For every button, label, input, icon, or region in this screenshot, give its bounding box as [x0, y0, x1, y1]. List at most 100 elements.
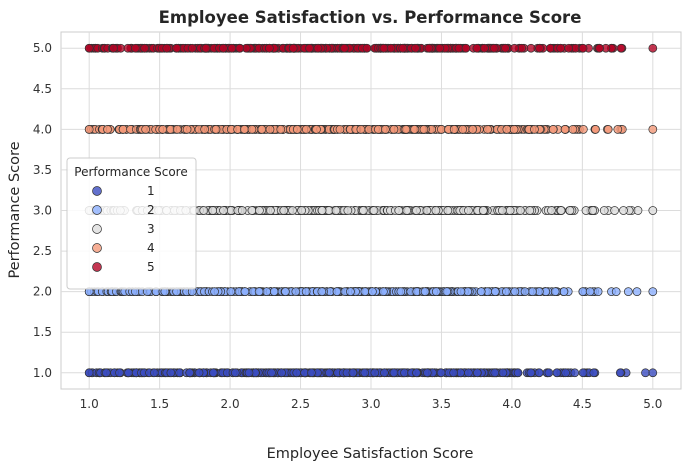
data-point	[435, 43, 445, 53]
y-axis-label: Performance Score	[7, 141, 23, 278]
x-tick-label: 2.5	[291, 397, 310, 411]
data-point	[227, 43, 237, 53]
data-point	[185, 368, 194, 378]
data-point	[335, 125, 345, 134]
data-point	[219, 206, 228, 215]
data-point	[340, 43, 349, 53]
data-point	[478, 206, 488, 215]
data-point	[410, 125, 419, 134]
legend-label: 1	[147, 184, 155, 198]
data-point	[420, 287, 430, 296]
data-point	[560, 125, 570, 134]
data-point	[599, 206, 609, 215]
data-point	[265, 125, 275, 134]
data-point	[172, 125, 182, 134]
data-point	[525, 206, 535, 215]
data-point	[490, 287, 500, 296]
data-point	[472, 368, 482, 378]
data-point	[476, 287, 486, 296]
data-point	[424, 43, 434, 53]
data-point	[208, 368, 218, 378]
data-point	[244, 368, 254, 378]
data-point	[301, 125, 311, 134]
data-point	[380, 368, 389, 378]
data-point	[422, 206, 432, 215]
data-point	[431, 206, 441, 215]
data-point	[84, 125, 94, 134]
data-point	[579, 125, 588, 134]
data-point	[288, 206, 297, 215]
data-point	[115, 368, 124, 378]
data-point	[411, 43, 420, 53]
data-point	[535, 43, 544, 53]
data-point	[412, 206, 421, 215]
data-point	[632, 287, 642, 296]
data-point	[530, 125, 539, 134]
data-point	[464, 368, 473, 378]
data-point	[219, 43, 228, 53]
data-point	[101, 368, 111, 378]
data-point	[199, 206, 209, 215]
data-point	[362, 43, 372, 53]
data-point	[158, 125, 168, 134]
legend-marker	[92, 243, 102, 253]
data-point	[593, 287, 603, 296]
data-point	[166, 368, 176, 378]
data-point	[124, 368, 133, 378]
data-point	[501, 287, 511, 296]
data-point	[226, 287, 236, 296]
data-point	[556, 206, 566, 215]
data-point	[379, 43, 389, 53]
data-point	[578, 287, 588, 296]
data-point	[578, 43, 588, 53]
data-point	[130, 43, 140, 53]
data-point	[332, 287, 342, 296]
data-point	[526, 43, 536, 53]
data-point	[611, 287, 621, 296]
data-point	[498, 368, 508, 378]
data-point	[610, 206, 619, 215]
data-point	[516, 206, 525, 215]
chart-title: Employee Satisfaction vs. Performance Sc…	[159, 8, 582, 27]
data-point	[570, 368, 580, 378]
data-point	[603, 125, 613, 134]
data-point	[182, 125, 192, 134]
data-point	[84, 43, 94, 53]
data-point	[292, 368, 302, 378]
data-point	[623, 287, 633, 296]
y-tick-label: 4.5	[33, 82, 52, 96]
y-tick-label: 1.0	[33, 366, 52, 380]
data-point	[648, 287, 658, 296]
data-point	[235, 43, 245, 53]
data-point	[442, 287, 452, 296]
data-point	[422, 368, 432, 378]
data-point	[613, 125, 623, 134]
data-point	[548, 125, 558, 134]
data-point	[307, 368, 316, 378]
data-point	[556, 43, 565, 53]
data-point	[501, 43, 510, 53]
data-point	[505, 206, 515, 215]
x-tick-label: 5.0	[643, 397, 662, 411]
data-point	[401, 125, 411, 134]
data-point	[324, 368, 334, 378]
data-point	[648, 125, 658, 134]
data-point	[544, 368, 554, 378]
data-point	[510, 287, 520, 296]
data-point	[464, 206, 473, 215]
data-point	[520, 287, 530, 296]
legend-marker	[92, 186, 102, 196]
data-point	[419, 125, 429, 134]
series-1-points	[84, 368, 658, 378]
data-point	[288, 43, 298, 53]
data-point	[595, 43, 604, 53]
y-tick-label: 2.5	[33, 244, 52, 258]
x-tick-label: 2.0	[221, 397, 240, 411]
data-point	[461, 43, 471, 53]
data-point	[648, 368, 658, 378]
y-tick-label: 2.0	[33, 285, 52, 299]
data-point	[550, 287, 560, 296]
data-point	[356, 125, 366, 134]
data-point	[162, 43, 172, 53]
data-point	[381, 125, 390, 134]
